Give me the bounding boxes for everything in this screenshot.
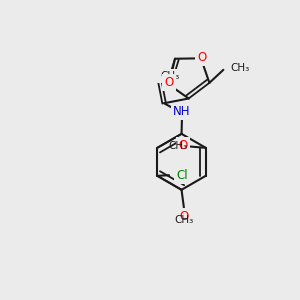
Text: O: O — [179, 210, 188, 223]
Text: CH₃: CH₃ — [231, 63, 250, 73]
Text: O: O — [197, 51, 206, 64]
Text: CH₃: CH₃ — [174, 215, 194, 225]
Text: CH₃: CH₃ — [160, 70, 180, 81]
Text: O: O — [178, 139, 188, 152]
Text: O: O — [165, 76, 174, 89]
Text: NH: NH — [173, 105, 191, 118]
Text: Cl: Cl — [176, 169, 188, 182]
Text: CH₃: CH₃ — [168, 141, 188, 151]
